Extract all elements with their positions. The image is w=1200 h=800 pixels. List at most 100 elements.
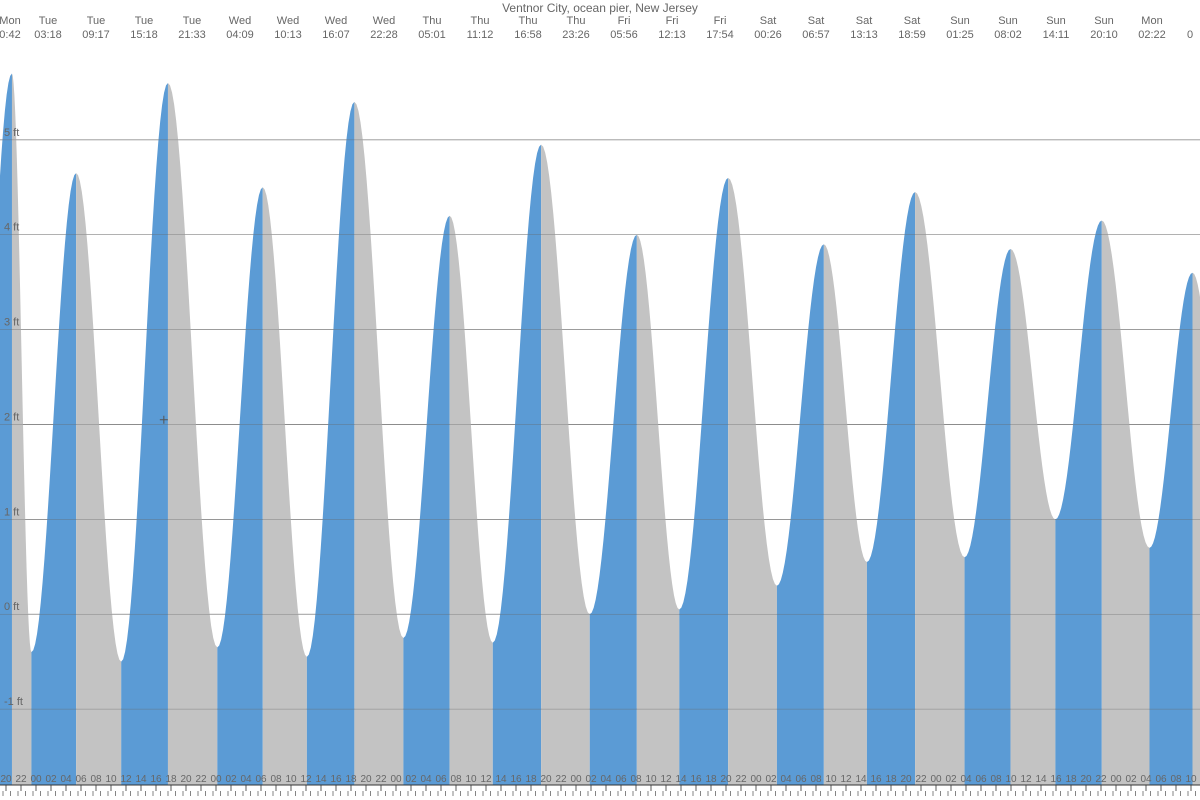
x-tick-label: 04 bbox=[1140, 774, 1152, 785]
x-tick-label: 04 bbox=[600, 774, 612, 785]
x-tick-label: 14 bbox=[675, 774, 687, 785]
x-tick-label: 00 bbox=[210, 774, 222, 785]
x-tick-label: 18 bbox=[345, 774, 357, 785]
y-tick-label: 1 ft bbox=[4, 506, 19, 518]
top-day-label: Sun bbox=[1094, 15, 1114, 27]
x-tick-label: 12 bbox=[300, 774, 312, 785]
x-tick-label: 10 bbox=[645, 774, 657, 785]
top-day-label: Mon bbox=[0, 15, 21, 27]
top-time-label: 10:13 bbox=[274, 29, 302, 41]
x-tick-label: 12 bbox=[840, 774, 852, 785]
top-time-label: 21:33 bbox=[178, 29, 206, 41]
x-tick-label: 10 bbox=[465, 774, 477, 785]
top-time-label: 05:01 bbox=[418, 29, 446, 41]
x-tick-label: 16 bbox=[690, 774, 702, 785]
top-day-label: Sun bbox=[1046, 15, 1066, 27]
top-time-label: 09:17 bbox=[82, 29, 110, 41]
top-day-label: Thu bbox=[519, 15, 538, 27]
x-tick-label: 04 bbox=[960, 774, 972, 785]
x-tick-label: 06 bbox=[615, 774, 627, 785]
x-tick-label: 12 bbox=[120, 774, 132, 785]
top-time-label: 08:02 bbox=[994, 29, 1022, 41]
top-day-label: Thu bbox=[567, 15, 586, 27]
x-tick-label: 14 bbox=[315, 774, 327, 785]
top-time-label: 23:26 bbox=[562, 29, 590, 41]
plot-area: -1 ft0 ft1 ft2 ft3 ft4 ft5 ft20220002040… bbox=[0, 0, 1200, 800]
x-tick-label: 14 bbox=[495, 774, 507, 785]
top-time-label: 11:12 bbox=[467, 29, 494, 41]
x-tick-label: 12 bbox=[660, 774, 672, 785]
top-time-label: 06:57 bbox=[802, 29, 830, 41]
x-tick-label: 10 bbox=[285, 774, 297, 785]
top-day-label: Tue bbox=[183, 15, 202, 27]
x-tick-label: 06 bbox=[1155, 774, 1167, 785]
x-tick-label: 08 bbox=[1170, 774, 1182, 785]
x-tick-label: 08 bbox=[270, 774, 282, 785]
x-tick-label: 22 bbox=[195, 774, 207, 785]
top-time-label: 02:22 bbox=[1138, 29, 1166, 41]
x-tick-label: 08 bbox=[90, 774, 102, 785]
top-time-label: 05:56 bbox=[610, 29, 638, 41]
top-time-label: 17:54 bbox=[706, 29, 734, 41]
top-day-label: Wed bbox=[277, 15, 299, 27]
top-day-label: Tue bbox=[87, 15, 106, 27]
top-time-label: 13:13 bbox=[850, 29, 878, 41]
top-day-label: Sun bbox=[950, 15, 970, 27]
x-tick-label: 08 bbox=[810, 774, 822, 785]
top-day-label: Tue bbox=[39, 15, 58, 27]
x-tick-label: 00 bbox=[30, 774, 42, 785]
x-tick-label: 02 bbox=[1125, 774, 1137, 785]
x-tick-label: 20 bbox=[540, 774, 552, 785]
top-day-label: Thu bbox=[471, 15, 490, 27]
x-tick-label: 18 bbox=[885, 774, 897, 785]
x-tick-label: 22 bbox=[15, 774, 27, 785]
x-tick-label: 06 bbox=[435, 774, 447, 785]
top-time-label: 16:58 bbox=[514, 29, 542, 41]
x-tick-label: 14 bbox=[135, 774, 147, 785]
x-tick-label: 22 bbox=[915, 774, 927, 785]
x-tick-label: 08 bbox=[630, 774, 642, 785]
x-tick-label: 16 bbox=[330, 774, 342, 785]
x-tick-label: 10 bbox=[105, 774, 117, 785]
x-tick-label: 16 bbox=[150, 774, 162, 785]
x-tick-label: 08 bbox=[990, 774, 1002, 785]
top-time-label: 00:26 bbox=[754, 29, 782, 41]
x-tick-label: 02 bbox=[585, 774, 597, 785]
top-day-label: Sun bbox=[998, 15, 1018, 27]
top-day-label: Wed bbox=[229, 15, 251, 27]
x-tick-label: 20 bbox=[360, 774, 372, 785]
top-day-label: Fri bbox=[618, 15, 631, 27]
top-day-label: Fri bbox=[714, 15, 727, 27]
x-tick-label: 22 bbox=[735, 774, 747, 785]
x-tick-label: 18 bbox=[1065, 774, 1077, 785]
tide-rising-area bbox=[0, 73, 12, 785]
top-day-label: Tue bbox=[135, 15, 154, 27]
x-tick-label: 18 bbox=[165, 774, 177, 785]
x-tick-label: 16 bbox=[870, 774, 882, 785]
chart-title: Ventnor City, ocean pier, New Jersey bbox=[502, 1, 698, 15]
x-tick-label: 20 bbox=[720, 774, 732, 785]
x-tick-label: 20 bbox=[900, 774, 912, 785]
top-day-label: Sat bbox=[856, 15, 873, 27]
x-tick-label: 12 bbox=[480, 774, 492, 785]
x-tick-label: 22 bbox=[1095, 774, 1107, 785]
top-day-label: Fri bbox=[666, 15, 679, 27]
x-tick-label: 18 bbox=[705, 774, 717, 785]
x-tick-label: 04 bbox=[420, 774, 432, 785]
x-tick-label: 04 bbox=[240, 774, 252, 785]
x-tick-label: 02 bbox=[945, 774, 957, 785]
x-tick-label: 02 bbox=[45, 774, 57, 785]
x-tick-label: 06 bbox=[75, 774, 87, 785]
x-tick-label: 14 bbox=[855, 774, 867, 785]
x-tick-label: 20 bbox=[1080, 774, 1092, 785]
x-tick-label: 22 bbox=[375, 774, 387, 785]
top-day-label: Wed bbox=[325, 15, 347, 27]
top-time-label: 0 bbox=[1187, 29, 1193, 41]
x-tick-label: 22 bbox=[555, 774, 567, 785]
x-tick-label: 20 bbox=[180, 774, 192, 785]
x-tick-label: 00 bbox=[750, 774, 762, 785]
x-tick-label: 06 bbox=[255, 774, 267, 785]
x-tick-label: 06 bbox=[795, 774, 807, 785]
y-tick-label: -1 ft bbox=[4, 696, 23, 708]
top-time-label: 14:11 bbox=[1043, 29, 1070, 41]
